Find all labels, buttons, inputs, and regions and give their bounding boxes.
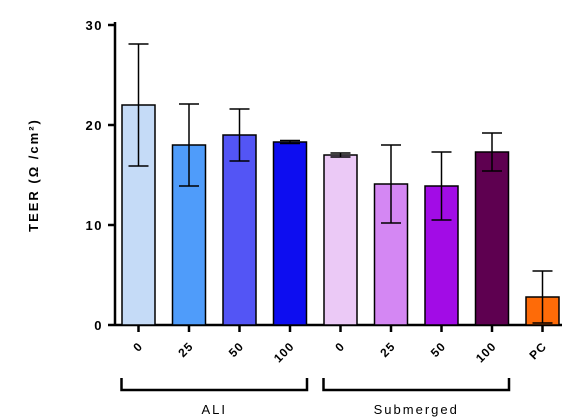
- bar-3: [272, 141, 308, 326]
- group-bracket: [120, 378, 309, 392]
- x-tick-label: 50: [428, 339, 449, 360]
- x-tick-label: 100: [271, 339, 297, 365]
- x-tick-label: 0: [130, 339, 145, 354]
- group-label: Submerged: [374, 402, 459, 417]
- bar-2: [222, 134, 257, 326]
- y-tick-label: 10: [86, 218, 103, 233]
- group-bracket: [322, 378, 511, 392]
- y-tick-label: 30: [86, 18, 103, 33]
- x-tick-label: 0: [332, 339, 347, 354]
- bar-4: [323, 154, 358, 326]
- y-tick-label: 0: [94, 318, 103, 333]
- x-tick-label: 25: [377, 339, 398, 360]
- x-tick-label: 25: [175, 339, 196, 360]
- y-tick-label: 20: [86, 118, 103, 133]
- x-tick-label: PC: [527, 339, 550, 362]
- group-label: ALI: [201, 402, 227, 417]
- x-tick-label: 50: [226, 339, 247, 360]
- bar-7: [474, 151, 510, 326]
- y-axis-label: TEER (Ω /cm²): [26, 118, 41, 232]
- x-tick-label: 100: [473, 339, 499, 365]
